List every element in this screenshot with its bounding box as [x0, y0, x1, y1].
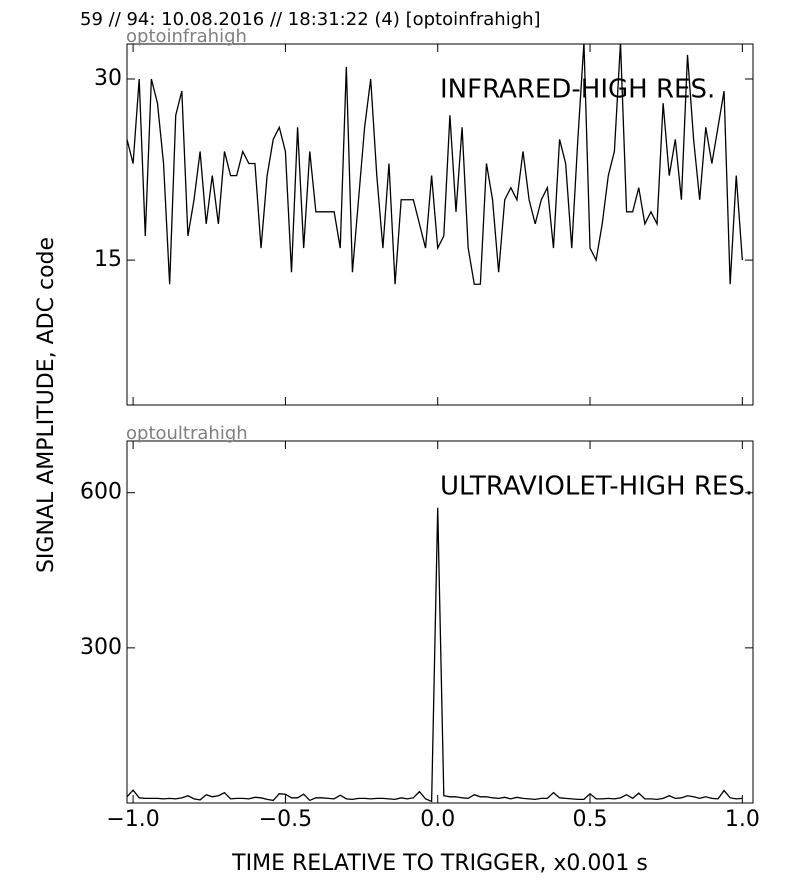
y-axis-label: SIGNAL AMPLITUDE, ADC code	[34, 237, 59, 573]
plot-frame	[126, 440, 754, 804]
subplot-title: optoultrahigh	[126, 423, 248, 444]
data-line	[127, 44, 743, 285]
plot-frame	[126, 43, 754, 406]
x-tick-label: 1.0	[725, 807, 760, 832]
x-tick-label: −1.0	[106, 807, 159, 832]
y-tick-label: 300	[80, 635, 122, 660]
x-tick-label: 0.0	[420, 807, 455, 832]
x-axis-label: TIME RELATIVE TO TRIGGER, x0.001 s	[231, 851, 648, 876]
annotation: ULTRAVIOLET-HIGH RES.	[440, 472, 753, 502]
y-tick-label: 30	[94, 66, 122, 91]
annotation: INFRARED-HIGH RES.	[440, 75, 715, 105]
y-tick-label: 15	[94, 247, 122, 272]
x-tick-label: −0.5	[259, 807, 312, 832]
x-tick-label: 0.5	[573, 807, 608, 832]
data-line	[127, 507, 743, 803]
header: 59 // 94: 10.08.2016 // 18:31:22 (4) [op…	[80, 9, 541, 30]
subplot-title: optoinfrahigh	[126, 26, 247, 47]
y-tick-label: 600	[80, 480, 122, 505]
